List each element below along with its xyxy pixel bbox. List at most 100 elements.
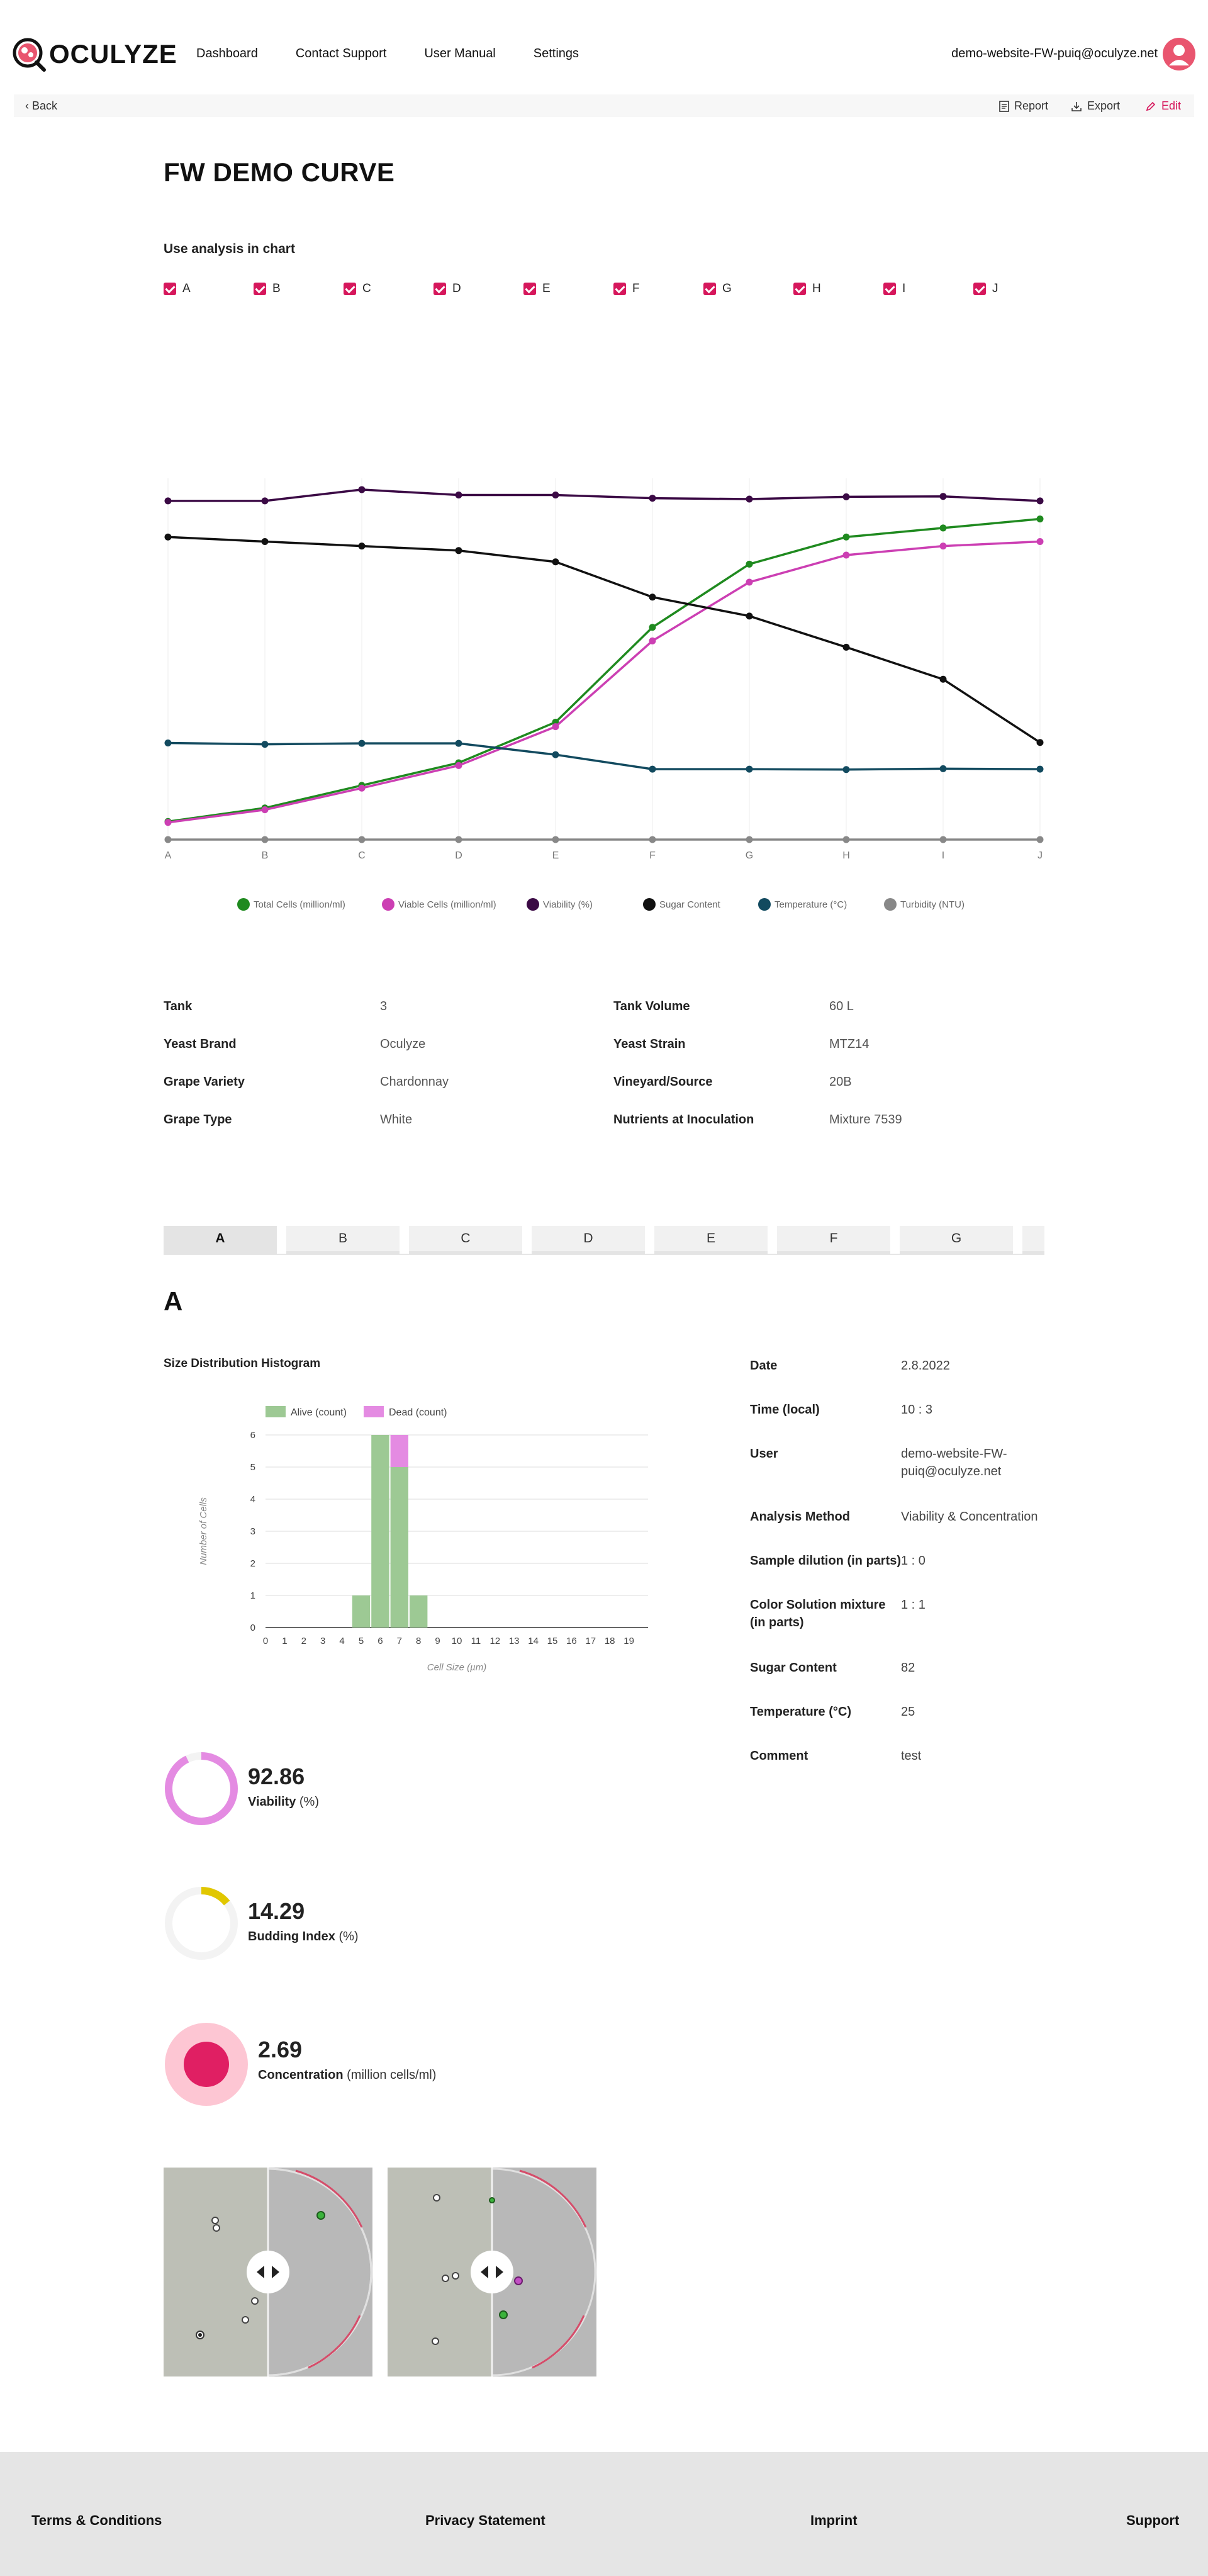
- legend-swatch[interactable]: [266, 1406, 286, 1417]
- report-button[interactable]: Report: [999, 99, 1048, 113]
- tab-d[interactable]: D: [532, 1226, 645, 1254]
- edit-button[interactable]: Edit: [1145, 99, 1181, 113]
- series-point[interactable]: [842, 766, 850, 773]
- legend-swatch[interactable]: [382, 898, 394, 911]
- series-point[interactable]: [939, 836, 947, 843]
- series-point[interactable]: [261, 741, 269, 748]
- legend-label[interactable]: Viable Cells (million/ml): [398, 899, 496, 910]
- checkbox-checked-icon[interactable]: [703, 283, 716, 295]
- series-point[interactable]: [746, 578, 753, 586]
- series-point[interactable]: [261, 806, 269, 814]
- tab-f[interactable]: F: [777, 1226, 890, 1254]
- checkbox-checked-icon[interactable]: [164, 283, 176, 295]
- series-point[interactable]: [842, 836, 850, 843]
- tab-a[interactable]: A: [164, 1226, 277, 1254]
- checkbox-f[interactable]: F: [613, 282, 703, 296]
- series-point[interactable]: [649, 637, 656, 644]
- hist-bar[interactable]: [410, 1595, 428, 1628]
- hist-bar[interactable]: [371, 1435, 389, 1628]
- series-point[interactable]: [649, 765, 656, 773]
- hist-bar[interactable]: [390, 1467, 408, 1628]
- series-point[interactable]: [164, 497, 172, 505]
- checkbox-i[interactable]: I: [883, 282, 973, 296]
- series-point[interactable]: [164, 533, 172, 541]
- nav-dashboard[interactable]: Dashboard: [196, 47, 258, 60]
- series-point[interactable]: [552, 751, 559, 758]
- checkbox-h[interactable]: H: [793, 282, 883, 296]
- tab-g[interactable]: G: [900, 1226, 1013, 1254]
- series-point[interactable]: [1036, 537, 1044, 545]
- series-point[interactable]: [358, 543, 366, 550]
- checkbox-checked-icon[interactable]: [523, 283, 536, 295]
- checkbox-g[interactable]: G: [703, 282, 793, 296]
- series-point[interactable]: [552, 492, 559, 499]
- footer-privacy[interactable]: Privacy Statement: [425, 2512, 545, 2528]
- series-point[interactable]: [746, 765, 753, 773]
- avatar[interactable]: [1163, 38, 1195, 70]
- series-point[interactable]: [939, 543, 947, 550]
- series-point[interactable]: [939, 675, 947, 683]
- sample-image[interactable]: [164, 2168, 372, 2376]
- legend-swatch[interactable]: [884, 898, 897, 911]
- checkbox-e[interactable]: E: [523, 282, 613, 296]
- series-point[interactable]: [1036, 739, 1044, 746]
- series-point[interactable]: [358, 836, 366, 843]
- nav-contact-support[interactable]: Contact Support: [295, 47, 387, 60]
- series-point[interactable]: [1036, 515, 1044, 523]
- legend-label[interactable]: Total Cells (million/ml): [254, 899, 345, 910]
- fermentation-line-chart[interactable]: A B C D E F G H I J Total Cells (million/ml) Viable…: [151, 466, 1057, 931]
- series-point[interactable]: [455, 740, 462, 747]
- nav-settings[interactable]: Settings: [533, 47, 579, 60]
- series-point[interactable]: [261, 836, 269, 843]
- series-point[interactable]: [552, 723, 559, 731]
- series-point[interactable]: [358, 486, 366, 493]
- series-point[interactable]: [842, 533, 850, 541]
- series-point[interactable]: [842, 493, 850, 500]
- series-point[interactable]: [649, 624, 656, 631]
- sample-image[interactable]: [388, 2168, 596, 2376]
- series-point[interactable]: [939, 524, 947, 532]
- series-point[interactable]: [261, 497, 269, 505]
- checkbox-d[interactable]: D: [433, 282, 523, 296]
- legend-label[interactable]: Sugar Content: [659, 899, 721, 910]
- series-point[interactable]: [746, 612, 753, 620]
- nav-user-manual[interactable]: User Manual: [424, 47, 496, 60]
- checkbox-c[interactable]: C: [344, 282, 433, 296]
- series-point[interactable]: [164, 819, 172, 826]
- series-point[interactable]: [164, 739, 172, 746]
- series-point[interactable]: [261, 537, 269, 545]
- hist-bar[interactable]: [352, 1595, 371, 1628]
- series-point[interactable]: [746, 560, 753, 568]
- tab-h[interactable]: H: [1022, 1226, 1044, 1254]
- legend-swatch[interactable]: [527, 898, 539, 911]
- tab-e[interactable]: E: [654, 1226, 768, 1254]
- legend-label[interactable]: Turbidity (NTU): [900, 899, 965, 910]
- export-button[interactable]: Export: [1071, 99, 1120, 113]
- series-point[interactable]: [455, 762, 462, 769]
- footer-terms[interactable]: Terms & Conditions: [31, 2512, 162, 2528]
- checkbox-checked-icon[interactable]: [344, 283, 356, 295]
- logo[interactable]: OCULYZE: [11, 37, 177, 72]
- legend-label[interactable]: Temperature (°C): [775, 899, 847, 910]
- legend-label[interactable]: Viability (%): [543, 899, 593, 910]
- footer-imprint[interactable]: Imprint: [810, 2512, 858, 2528]
- series-point[interactable]: [842, 643, 850, 651]
- series-point[interactable]: [164, 836, 172, 843]
- series-point[interactable]: [455, 492, 462, 499]
- series-point[interactable]: [1036, 765, 1044, 773]
- series-point[interactable]: [649, 593, 656, 601]
- series-point[interactable]: [939, 765, 947, 772]
- series-point[interactable]: [842, 551, 850, 559]
- legend-swatch[interactable]: [758, 898, 771, 911]
- legend-swatch[interactable]: [364, 1406, 384, 1417]
- checkbox-checked-icon[interactable]: [973, 283, 986, 295]
- checkbox-j[interactable]: J: [973, 282, 1063, 296]
- series-point[interactable]: [649, 495, 656, 502]
- user-email[interactable]: demo-website-FW-puiq@oculyze.net: [951, 47, 1158, 60]
- series-point[interactable]: [1036, 497, 1044, 505]
- back-button[interactable]: ‹ Back: [25, 99, 57, 113]
- checkbox-checked-icon[interactable]: [883, 283, 896, 295]
- series-point[interactable]: [455, 836, 462, 843]
- series-point[interactable]: [649, 836, 656, 843]
